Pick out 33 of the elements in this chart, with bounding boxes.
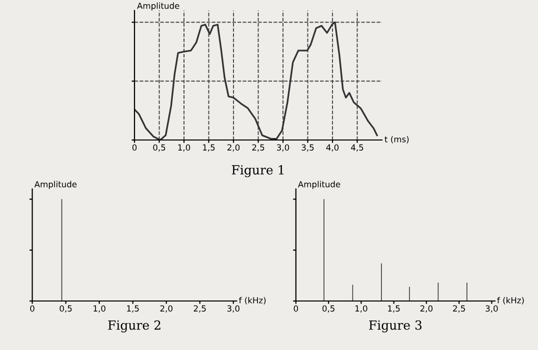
- x-axis-title: f (kHz): [238, 296, 266, 304]
- x-tick-label: 1,0: [94, 305, 106, 312]
- x-tick-label: 2,5: [194, 305, 206, 312]
- x-tick-label: 1,5: [127, 305, 139, 312]
- x-tick-label: 0,5: [153, 144, 166, 152]
- x-tick-label: 3,0: [486, 305, 498, 312]
- x-tick-label: 3,0: [276, 144, 290, 152]
- x-tick-label: 2,5: [252, 144, 264, 152]
- x-tick-label: 2,0: [227, 144, 240, 152]
- x-axis-title: f (kHz): [497, 296, 524, 304]
- text: Figure 2: [108, 320, 160, 332]
- x-tick-label: 2,5: [453, 305, 465, 312]
- x-tick-label: 0: [132, 144, 137, 151]
- x-tick-label: 3,5: [302, 144, 314, 152]
- x-tick-label: 2,0: [420, 305, 433, 312]
- x-tick-label: 4,0: [326, 144, 339, 152]
- y-axis-title: Amplitude: [298, 180, 340, 189]
- x-tick-label: 1,0: [178, 144, 190, 152]
- text: Figure 3: [369, 320, 422, 332]
- text: Figure 1: [232, 165, 284, 178]
- x-tick-label: 2,0: [160, 305, 172, 312]
- x-tick-label: 0,5: [60, 305, 72, 312]
- y-axis-title: Amplitude: [34, 180, 77, 189]
- x-tick-label: 0: [294, 305, 298, 312]
- x-tick-label: 3,0: [227, 305, 240, 312]
- y-axis-title: Amplitude: [137, 2, 180, 10]
- x-tick-label: 0: [30, 305, 34, 312]
- x-tick-label: 1,0: [355, 305, 368, 312]
- x-axis-title: t (ms): [384, 136, 409, 144]
- x-tick-label: 1,5: [203, 144, 215, 152]
- x-tick-label: 4,5: [351, 144, 364, 152]
- x-tick-label: 0,5: [322, 305, 334, 312]
- x-tick-label: 1,5: [388, 305, 400, 312]
